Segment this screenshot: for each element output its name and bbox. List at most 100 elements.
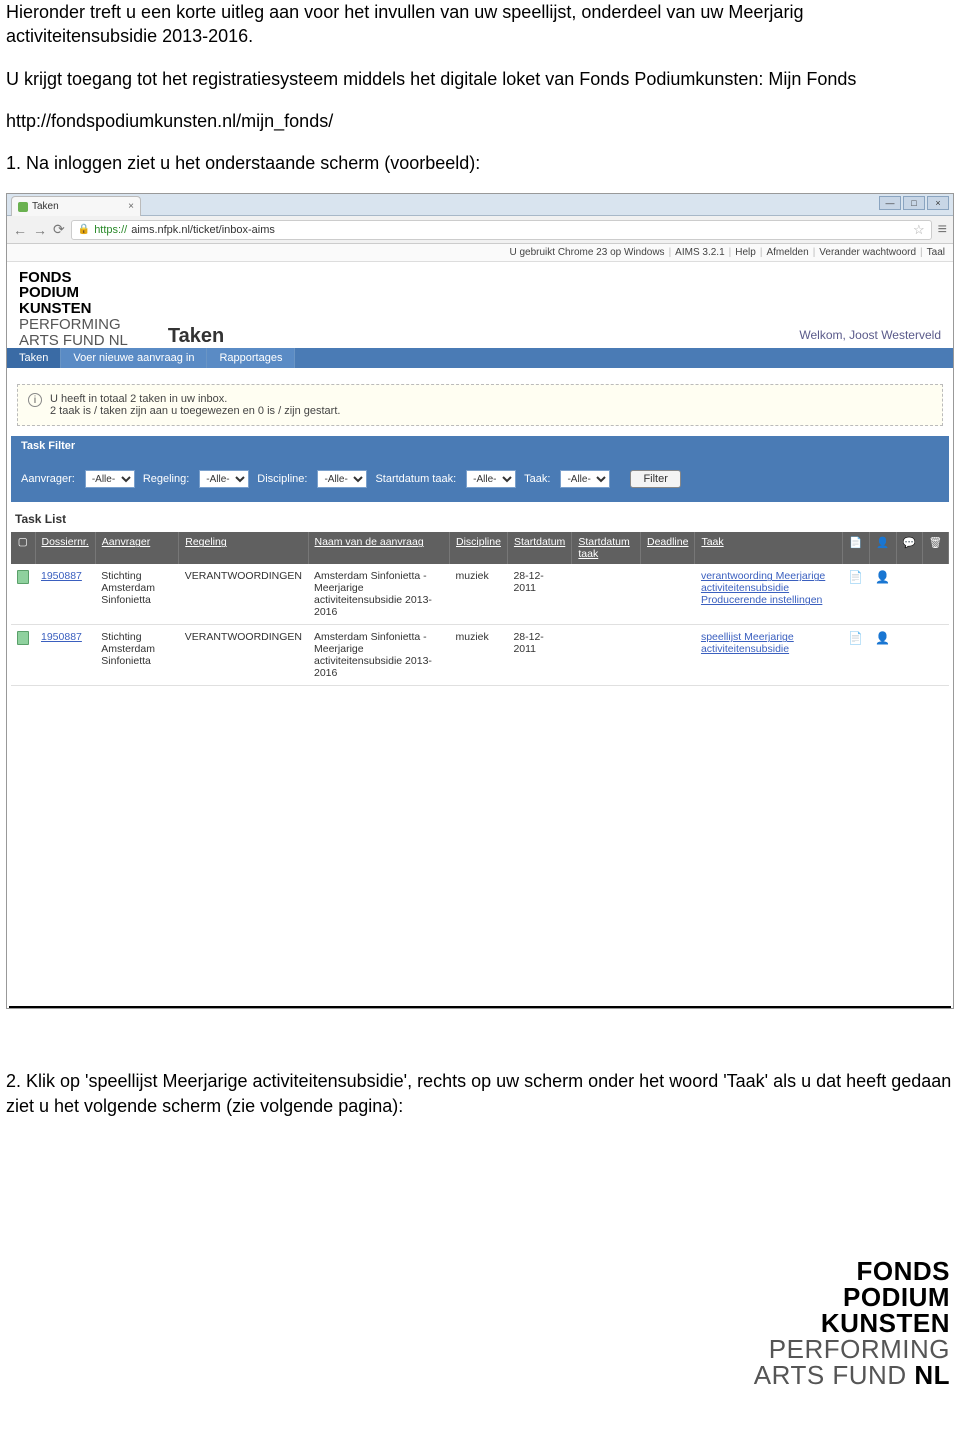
nav-tab-taken[interactable]: Taken (7, 348, 61, 368)
logo-line-5: ARTS FUND NL (19, 333, 128, 349)
nav-tab-nieuwe-aanvraag[interactable]: Voer nieuwe aanvraag in (61, 348, 207, 368)
footer-logo-l3: KUNSTEN (0, 1310, 950, 1336)
star-icon[interactable]: ☆ (913, 222, 925, 238)
row-doc-icon[interactable]: 📄 (842, 564, 869, 625)
step-2: 2. Klik op 'speellijst Meerjarige activi… (0, 1069, 960, 1118)
task-filter-header: Task Filter (11, 436, 949, 456)
logo-line-2: PODIUM (19, 285, 128, 301)
logo: FONDS PODIUM KUNSTEN PERFORMING ARTS FUN… (19, 270, 128, 349)
th-action-4-icon: 🗑 (922, 532, 948, 564)
th-startdatum[interactable]: Startdatum (507, 532, 571, 564)
cell-startdatum: 28-12-2011 (507, 564, 571, 625)
info-line-2: 2 taak is / taken zijn aan u toegewezen … (50, 405, 340, 417)
tab-title: Taken (32, 201, 59, 212)
top-version: AIMS 3.2.1 (675, 247, 724, 258)
row-user-icon[interactable]: 👤 (869, 625, 896, 686)
cell-dossier[interactable]: 1950887 (35, 564, 95, 625)
cell-dossier[interactable]: 1950887 (35, 625, 95, 686)
forward-icon[interactable]: → (33, 222, 47, 238)
row-empty-1 (896, 625, 922, 686)
page-title: Taken (168, 273, 799, 348)
nav-tab-rapportages[interactable]: Rapportages (207, 348, 295, 368)
th-dossier[interactable]: Dossiernr. (35, 532, 95, 564)
app-nav: Taken Voer nieuwe aanvraag in Rapportage… (7, 348, 953, 368)
browser-address-bar: ← → ⟳ 🔒 https:// aims.nfpk.nl/ticket/inbo… (7, 216, 953, 244)
screenshot-bottom-line (9, 1006, 951, 1008)
screenshot-container: Taken × — □ × ← → ⟳ 🔒 https:// aims.nfpk.… (6, 193, 954, 1009)
url-field[interactable]: 🔒 https:// aims.nfpk.nl/ticket/inbox-aims… (71, 220, 932, 240)
top-language-link[interactable]: Taal (927, 247, 945, 258)
chrome-menu-icon[interactable]: ≡ (938, 221, 947, 239)
cell-startdatum-taak (572, 625, 641, 686)
cell-taak[interactable]: speellijst Meerjarige activiteitensubsid… (695, 625, 842, 686)
browser-tab-bar: Taken × — □ × (7, 194, 953, 216)
cell-aanvrager: Stichting Amsterdam Sinfonietta (95, 625, 178, 686)
cell-deadline (641, 625, 695, 686)
filter-button[interactable]: Filter (630, 470, 680, 488)
top-logout-link[interactable]: Afmelden (766, 247, 808, 258)
back-icon[interactable]: ← (13, 222, 27, 238)
th-naam[interactable]: Naam van de aanvraag (308, 532, 450, 564)
intro-para-1: Hieronder treft u een korte uitleg aan v… (0, 0, 960, 49)
tab-close-icon[interactable]: × (128, 201, 134, 212)
url-https: https:// (94, 224, 127, 236)
lock-icon: 🔒 (78, 224, 90, 235)
th-taak[interactable]: Taak (695, 532, 842, 564)
top-help-link[interactable]: Help (735, 247, 756, 258)
row-status-icon (11, 564, 35, 625)
window-minimize-button[interactable]: — (879, 196, 901, 210)
filter-label-regeling: Regeling: (143, 473, 189, 485)
filter-label-taak: Taak: (524, 473, 550, 485)
filter-select-regeling[interactable]: -Alle- (199, 470, 249, 488)
row-user-icon[interactable]: 👤 (869, 564, 896, 625)
footer-logo-l4: PERFORMING (0, 1336, 950, 1362)
th-action-1-icon: 📄 (842, 532, 869, 564)
task-table: ▢ Dossiernr. Aanvrager Regeling Naam van… (11, 532, 949, 686)
cell-startdatum-taak (572, 564, 641, 625)
cell-naam: Amsterdam Sinfonietta - Meerjarige activ… (308, 564, 450, 625)
intro-para-2: U krijgt toegang tot het registratiesyst… (0, 67, 960, 91)
logo-line-3: KUNSTEN (19, 301, 128, 317)
th-startdatum-taak[interactable]: Startdatum taak (572, 532, 641, 564)
cell-taak[interactable]: verantwoording Meerjarige activiteitensu… (695, 564, 842, 625)
th-icon: ▢ (11, 532, 35, 564)
footer-logo: FONDS PODIUM KUNSTEN PERFORMING ARTS FUN… (0, 1258, 960, 1388)
row-doc-icon[interactable]: 📄 (842, 625, 869, 686)
filter-select-aanvrager[interactable]: -Alle- (85, 470, 135, 488)
th-deadline[interactable]: Deadline (641, 532, 695, 564)
filter-label-discipline: Discipline: (257, 473, 307, 485)
url-rest: aims.nfpk.nl/ticket/inbox-aims (131, 224, 275, 236)
th-regeling[interactable]: Regeling (179, 532, 308, 564)
window-close-button[interactable]: × (927, 196, 949, 210)
filter-select-discipline[interactable]: -Alle- (317, 470, 367, 488)
top-password-link[interactable]: Verander wachtwoord (819, 247, 916, 258)
logo-line-4: PERFORMING (19, 317, 128, 333)
footer-logo-l1: FONDS (0, 1258, 950, 1284)
task-filter-body: Aanvrager: -Alle- Regeling: -Alle- Disci… (11, 456, 949, 502)
logo-line-1: FONDS (19, 270, 128, 286)
cell-regeling: VERANTWOORDINGEN (179, 564, 308, 625)
row-empty-2 (922, 564, 948, 625)
intro-url: http://fondspodiumkunsten.nl/mijn_fonds/ (0, 109, 960, 133)
reload-icon[interactable]: ⟳ (53, 221, 65, 238)
filter-select-startdatum[interactable]: -Alle- (466, 470, 516, 488)
cell-discipline: muziek (450, 625, 508, 686)
table-header-row: ▢ Dossiernr. Aanvrager Regeling Naam van… (11, 532, 949, 564)
browser-tab[interactable]: Taken × (11, 196, 141, 216)
footer-logo-l5: ARTS FUND NL (0, 1362, 950, 1388)
row-status-icon (11, 625, 35, 686)
cell-naam: Amsterdam Sinfonietta - Meerjarige activ… (308, 625, 450, 686)
screenshot-whitespace (7, 686, 953, 1006)
task-list-header: Task List (7, 502, 953, 532)
th-aanvrager[interactable]: Aanvrager (95, 532, 178, 564)
row-empty-2 (922, 625, 948, 686)
row-empty-1 (896, 564, 922, 625)
th-action-2-icon: 👤 (869, 532, 896, 564)
cell-startdatum: 28-12-2011 (507, 625, 571, 686)
cell-aanvrager: Stichting Amsterdam Sinfonietta (95, 564, 178, 625)
th-discipline[interactable]: Discipline (450, 532, 508, 564)
info-icon: i (28, 393, 42, 407)
window-maximize-button[interactable]: □ (903, 196, 925, 210)
step-1: 1. Na inloggen ziet u het onderstaande s… (0, 151, 960, 175)
filter-select-taak[interactable]: -Alle- (560, 470, 610, 488)
